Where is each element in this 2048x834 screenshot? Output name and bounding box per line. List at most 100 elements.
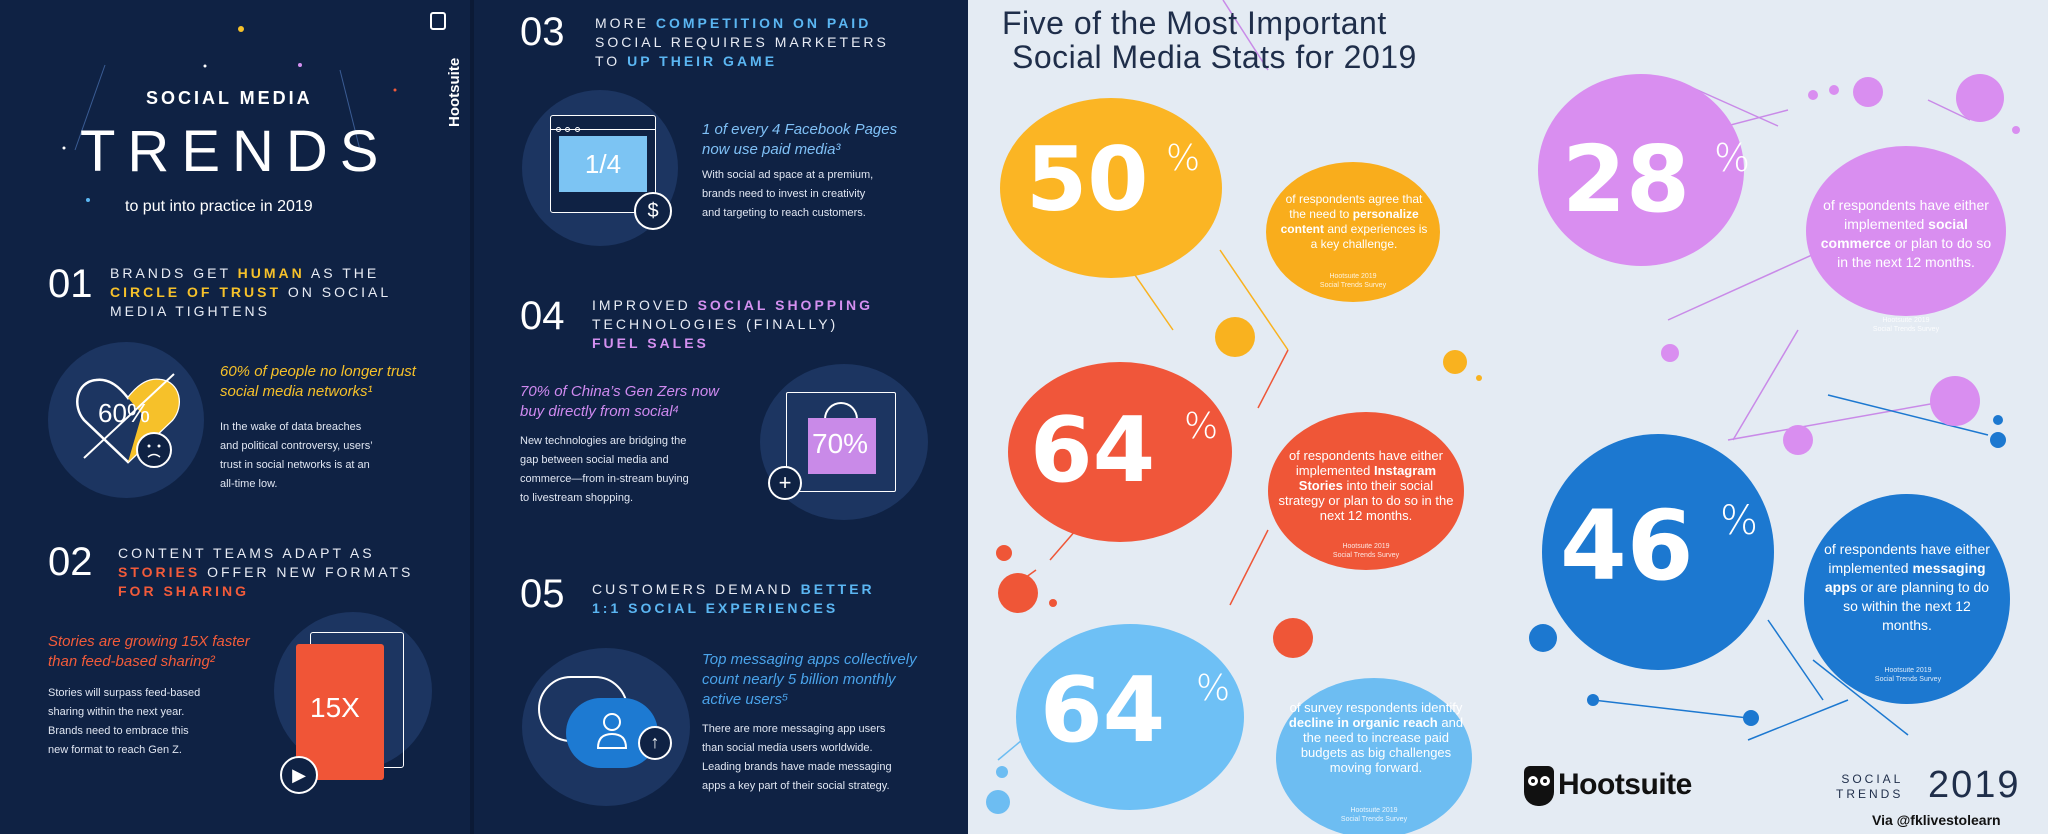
trends-panel: Hootsuite SOCIAL MEDIA TRENDS to put int…	[0, 0, 968, 834]
star-dot	[203, 64, 207, 68]
desc-text: of respondents have either implemented	[1289, 448, 1443, 478]
section-number: 05	[520, 572, 565, 616]
stat-bubble	[1008, 362, 1232, 542]
star-dot	[86, 198, 90, 202]
decor-dot	[1476, 375, 1482, 381]
footer-trends-word: TRENDS	[1836, 787, 1904, 801]
body-line: Brands need to embrace this	[48, 725, 189, 737]
browser-bar	[551, 116, 655, 132]
dollar-icon: $	[634, 192, 672, 230]
stat-highlight: Top messaging apps collectively count ne…	[702, 650, 917, 710]
desc-text: and the need to increase paid budgets as…	[1300, 715, 1464, 775]
stat-bubble	[1000, 98, 1222, 278]
stat-line: Stories are growing 15X faster	[48, 633, 250, 650]
header-title: TRENDS	[80, 119, 391, 184]
decor-dot	[1273, 618, 1313, 658]
stat-text-bubble	[1276, 678, 1472, 834]
stat-source: Hootsuite 2019 Social Trends Survey	[1874, 667, 1942, 683]
desc-bold: personalize content	[1280, 207, 1419, 236]
body-line: New technologies are bridging the	[520, 435, 687, 447]
section-number: 04	[520, 294, 565, 338]
decor-dot	[1587, 694, 1599, 706]
section-number: 03	[520, 10, 565, 54]
body-line: With social ad space at a premium,	[702, 169, 874, 181]
section-number: 02	[48, 540, 93, 584]
stat-description: of survey respondents identify decline i…	[1288, 700, 1464, 775]
stat-line: social media networks¹	[220, 383, 373, 400]
stat-bubble	[1016, 624, 1244, 810]
title-text: SOCIAL REQUIRES MARKETERS	[595, 34, 889, 50]
desc-text: of respondents agree that the need to	[1285, 192, 1423, 221]
title-highlight: HUMAN	[237, 265, 305, 281]
owl-icon	[430, 12, 446, 30]
stat-line: than feed-based sharing²	[48, 653, 215, 670]
desc-text: s or are planning to do so within the ne…	[1843, 579, 1990, 633]
brand-vertical: Hootsuite	[428, 12, 463, 132]
stat-line: now use paid media³	[702, 141, 841, 158]
title-highlight: UP THEIR GAME	[627, 53, 778, 69]
stat-text-bubble	[1804, 494, 2010, 704]
title-highlight: SOCIAL SHOPPING	[697, 297, 874, 313]
star-dot	[62, 146, 66, 150]
section-title: BRANDS GET HUMAN AS THE CIRCLE OF TRUST …	[110, 264, 410, 321]
body-line: all-time low.	[220, 478, 278, 490]
decor-dot	[1930, 376, 1980, 426]
stat-value: 50	[1026, 128, 1149, 231]
decor-dot	[1783, 425, 1813, 455]
stat-source: Hootsuite 2019 Social Trends Survey	[1872, 317, 1940, 333]
column-divider	[470, 0, 474, 834]
stats-title: Five of the Most Important Social Media …	[1002, 6, 1417, 74]
decor-dot	[1529, 624, 1557, 652]
decor-dot	[1990, 432, 2006, 448]
decor-dot	[1215, 317, 1255, 357]
footer-trends: SOCIAL TRENDS	[1836, 772, 1903, 802]
decor-dot	[1661, 344, 1679, 362]
title-highlight: CIRCLE OF TRUST	[110, 284, 281, 300]
stat-line: Top messaging apps collectively	[702, 651, 917, 668]
desc-bold: decline in organic reach	[1288, 715, 1438, 730]
credit: Via @fklivestolearn	[1872, 812, 2001, 828]
stat-bubble	[1538, 74, 1744, 266]
title-text: OFFER NEW FORMATS	[200, 564, 414, 580]
body-line: trust in social networks is at an	[220, 459, 370, 471]
icon-value: 15X	[310, 692, 360, 723]
title-text: ON SOCIAL	[281, 284, 392, 300]
decor-dot	[1443, 350, 1467, 374]
icon-value: 1/4	[559, 136, 647, 192]
stat-unit: %	[1720, 498, 1759, 544]
title-highlight: BETTER	[800, 581, 875, 597]
title-text: CUSTOMERS DEMAND	[592, 581, 801, 597]
title-text: TO	[595, 53, 628, 69]
title-highlight: COMPETITION ON PAID	[655, 15, 872, 31]
title-highlight: FOR SHARING	[118, 583, 249, 599]
star-dot	[238, 26, 244, 32]
desc-text: of respondents have either implemented	[1823, 197, 1989, 232]
stat-unit: %	[1166, 138, 1201, 179]
footer-year: 2019	[1928, 764, 2021, 806]
decor-dot	[986, 790, 1010, 814]
decor-dot	[1049, 599, 1057, 607]
body-line: new format to reach Gen Z.	[48, 744, 182, 756]
decor-dot	[996, 545, 1012, 561]
stat-description: of respondents agree that the need to pe…	[1276, 192, 1432, 252]
icon-value: 60%	[98, 398, 151, 428]
decor-line	[74, 64, 106, 151]
section-body: There are more messaging app users than …	[702, 720, 892, 796]
body-line: sharing within the next year.	[48, 706, 185, 718]
decor-line	[339, 69, 361, 151]
owl-logo-icon	[1524, 766, 1554, 810]
body-line: There are more messaging app users	[702, 723, 886, 735]
decor-dot	[1743, 710, 1759, 726]
body-line: than social media users worldwide.	[702, 742, 873, 754]
desc-text: into their social strategy or plan to do…	[1278, 478, 1454, 523]
frame-icon	[786, 392, 896, 492]
desc-text: or plan to do so in the next 12 months.	[1837, 235, 1992, 270]
browser-window-icon: 1/4	[550, 115, 656, 213]
title-text: IMPROVED	[592, 297, 698, 313]
title-line: Social Media Stats for 2019	[1012, 39, 1417, 75]
brand-name: Hootsuite	[446, 57, 463, 127]
stat-highlight: 70% of China’s Gen Zers now buy directly…	[520, 382, 719, 422]
upload-icon: ↑	[638, 726, 672, 760]
stat-unit: %	[1714, 136, 1751, 180]
